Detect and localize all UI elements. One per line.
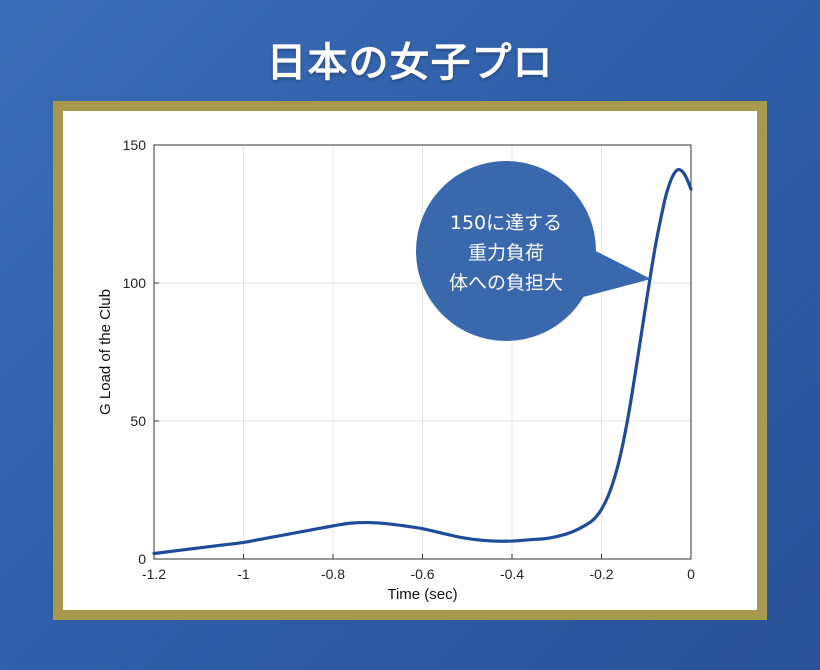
x-tick-label: -0.6: [410, 566, 434, 582]
callout-bubble: 150に達する 重力負荷 体への負担大: [416, 161, 651, 341]
callout-circle: [416, 161, 596, 341]
series-line: [152, 167, 693, 556]
y-tick-label: 0: [138, 551, 146, 567]
callout-text-line-3: 体への負担大: [449, 272, 563, 294]
y-tick-label: 100: [123, 275, 147, 291]
callout-text-line-2: 重力負荷: [468, 242, 544, 264]
chart-frame: -1.2 -1 -0.8 -0.6 -0.4 -0.2 0 0 50 100 150 150に達する…: [53, 101, 767, 620]
g-load-chart: -1.2 -1 -0.8 -0.6 -0.4 -0.2 0 0 50 100 150 150に達する…: [97, 137, 695, 603]
x-axis-title: Time (sec): [387, 586, 457, 603]
grid-layer: [153, 144, 692, 560]
y-tick-label: 50: [130, 413, 146, 429]
y-axis-title: G Load of the Club: [97, 289, 114, 415]
page-title: 日本の女子プロ: [266, 40, 554, 86]
x-tick-label: -1.2: [142, 566, 166, 582]
line-layer: [152, 167, 693, 556]
x-tick-label: -0.2: [589, 566, 613, 582]
x-tick-label: 0: [687, 566, 695, 582]
x-tick-label: -0.4: [500, 566, 524, 582]
x-tick-label: -0.8: [321, 566, 345, 582]
ticks-layer: -1.2 -1 -0.8 -0.6 -0.4 -0.2 0 0 50 100 150: [123, 137, 695, 582]
callout-text-line-1: 150に達する: [450, 212, 562, 234]
x-tick-label: -1: [237, 566, 250, 582]
y-tick-label: 150: [123, 137, 147, 153]
